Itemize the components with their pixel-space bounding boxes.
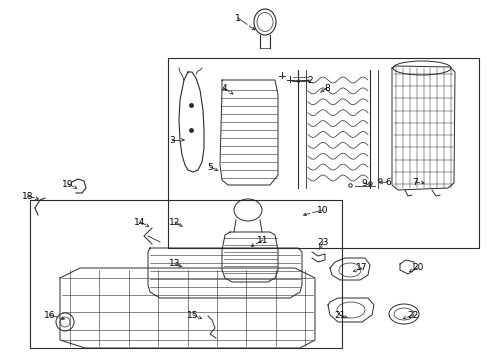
Bar: [168, 58, 478, 248]
Text: 4: 4: [221, 84, 226, 93]
Text: 1: 1: [235, 14, 241, 23]
Text: 11: 11: [257, 235, 268, 244]
Text: 23: 23: [317, 238, 328, 247]
Text: 3: 3: [169, 135, 175, 144]
Text: 15: 15: [187, 310, 198, 320]
Text: 21: 21: [334, 310, 345, 320]
Text: 19: 19: [62, 180, 74, 189]
Bar: [30, 200, 341, 348]
Text: 12: 12: [169, 217, 181, 226]
Text: 18: 18: [22, 192, 34, 201]
Text: 5: 5: [207, 162, 212, 171]
Text: 22: 22: [407, 310, 418, 320]
Text: 8: 8: [324, 84, 329, 93]
Text: 10: 10: [317, 206, 328, 215]
Text: 6: 6: [385, 177, 390, 186]
Text: 2: 2: [306, 76, 312, 85]
Text: 14: 14: [134, 217, 145, 226]
Text: 16: 16: [44, 310, 56, 320]
Text: 13: 13: [169, 260, 181, 269]
Text: 17: 17: [356, 264, 367, 273]
Text: 7: 7: [411, 177, 417, 186]
Text: 9: 9: [360, 179, 366, 188]
Text: 20: 20: [411, 264, 423, 273]
